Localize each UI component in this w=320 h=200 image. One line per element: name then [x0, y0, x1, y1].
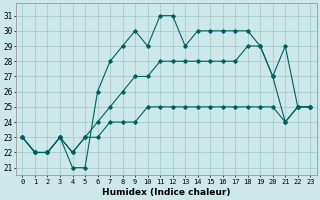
- X-axis label: Humidex (Indice chaleur): Humidex (Indice chaleur): [102, 188, 231, 197]
